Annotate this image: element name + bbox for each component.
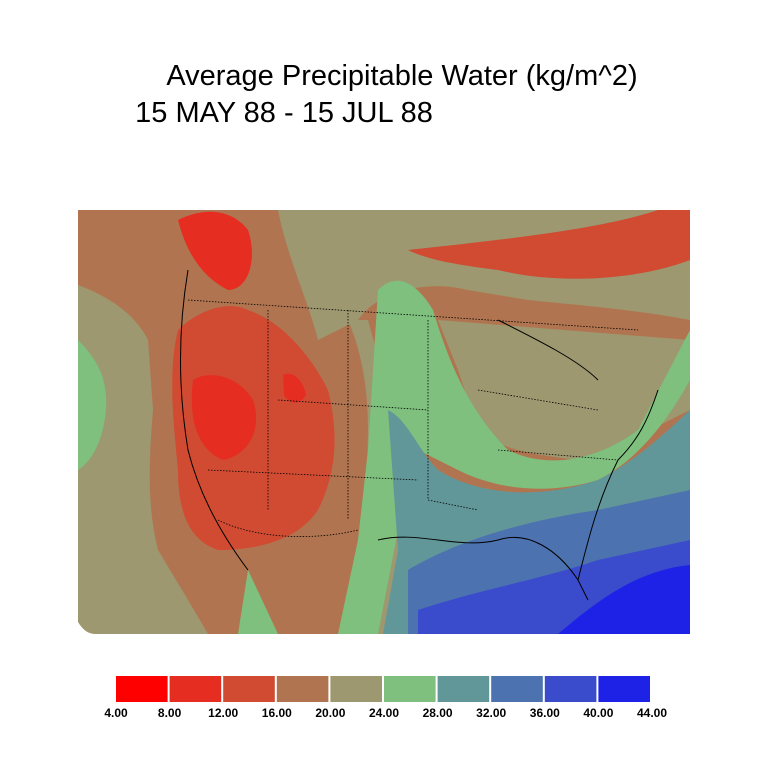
legend-label: 36.00	[529, 706, 560, 720]
band-8-12-north	[178, 211, 252, 290]
color-legend	[116, 676, 650, 702]
legend-swatch	[276, 676, 329, 702]
legend-label: 12.00	[208, 706, 239, 720]
legend-label: 28.00	[422, 706, 453, 720]
coastlines	[180, 269, 659, 601]
legend-label: 40.00	[583, 706, 614, 720]
legend-swatch	[116, 676, 168, 702]
legend-label: 32.00	[476, 706, 507, 720]
band-12-16-north	[408, 210, 690, 279]
legend-label: 24.00	[368, 706, 400, 720]
legend-swatch	[223, 676, 275, 702]
band-20-24-east	[438, 320, 690, 460]
legend-label: 20.00	[315, 706, 346, 720]
legend-swatch	[544, 676, 597, 702]
political-boundaries	[187, 299, 639, 537]
legend-label: 8.00	[157, 706, 182, 720]
precipitable-water-map	[78, 210, 690, 634]
legend-swatch	[330, 676, 382, 702]
band-24-28-central	[338, 280, 690, 634]
legend-label: 4.00	[104, 706, 128, 720]
legend-swatch	[437, 676, 490, 702]
legend-swatch	[384, 676, 436, 702]
legend-label: 44.00	[636, 706, 668, 720]
map-title: Average Precipitable Water (kg/m^2)	[166, 60, 638, 92]
band-24-28-baja	[238, 570, 278, 634]
band-20-24-west	[78, 285, 208, 634]
band-40-44	[558, 565, 690, 634]
band-8-12-rockies	[283, 373, 306, 403]
legend-swatch	[491, 676, 543, 702]
legend-label: 16.00	[261, 706, 292, 720]
band-24-28-pacific	[78, 340, 107, 470]
legend-swatch	[169, 676, 222, 702]
legend-swatch	[598, 676, 650, 702]
map-subtitle: 15 MAY 88 - 15 JUL 88	[135, 97, 433, 129]
band-8-12-basin	[191, 375, 257, 460]
